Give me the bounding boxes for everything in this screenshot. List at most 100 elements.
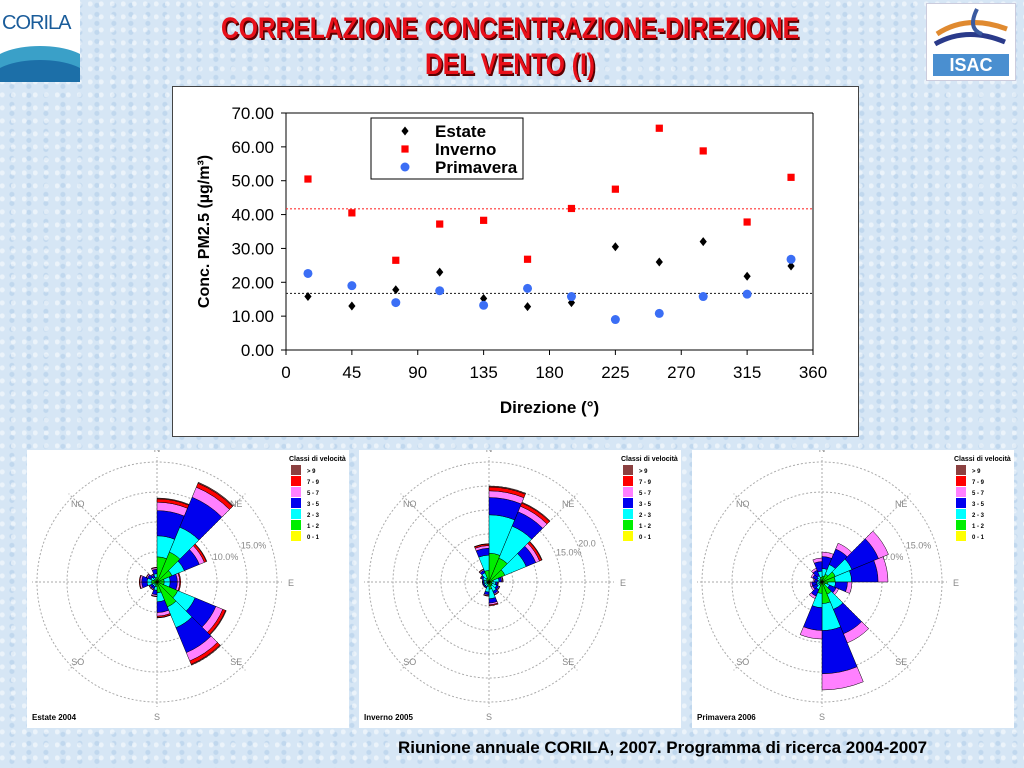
y-tick-label: 60.00 [231,138,274,157]
windrose-sector-segment [864,530,889,559]
legend-box [370,117,524,180]
compass-label: N [154,450,161,454]
data-point-square [401,145,409,153]
legend-label: 7 - 9 [307,480,320,486]
windrose-title: Inverno 2005 [364,713,413,722]
windrose-sector-segment [873,556,889,583]
windrose-spoke [733,581,823,671]
legend-label: 0 - 1 [972,535,985,541]
slide-title-line-2: DEL VENTO (I) [425,48,595,81]
legend-label: 7 - 9 [639,480,652,486]
legend-label: 7 - 9 [972,480,985,486]
x-tick-label: 225 [601,363,629,382]
ring-label: 15.0% [906,541,932,551]
windrose-sector-segment [808,592,817,599]
legend-label: 5 - 7 [307,491,320,497]
y-tick-label: 0.00 [241,341,274,360]
compass-label: E [620,578,626,588]
x-tick-label: 270 [667,363,695,382]
windrose-primavera: NNEESESSOONO10.0%15.0%Primavera 2006Clas… [684,444,1011,722]
legend-swatch [291,465,301,475]
windrose-spoke [400,493,490,583]
y-tick-label: 10.00 [231,307,274,326]
ring-label: 10.0% [213,552,239,562]
windrose-spoke [400,581,490,671]
legend-swatch [623,465,633,475]
y-axis-label: Conc. PM2.5 (µg/m³) [196,155,213,308]
windrose-legend: Classi di velocità > 9 7 - 9 5 - 7 3 - 5 2 - … [621,456,678,541]
legend-label: > 9 [639,469,648,475]
isac-logo: ISAC [926,3,1016,81]
legend-swatch [623,531,633,541]
ring-label: 15.0% [241,541,267,551]
x-tick-label: 180 [535,363,563,382]
data-point-diamond [743,271,751,281]
x-tick-label: 0 [281,363,290,382]
ring-label: 15.0% [556,547,582,557]
compass-label: SO [403,657,416,667]
windrose-spoke [488,581,578,671]
legend-label: 0 - 1 [639,535,652,541]
legend-swatch [956,520,966,530]
legend-label: 1 - 2 [972,524,985,530]
legend-swatch [623,487,633,497]
legend-swatch [956,509,966,519]
compass-label: SE [895,657,907,667]
data-point-diamond [401,126,409,136]
legend-swatch [291,509,301,519]
windrose-sector-segment [150,594,158,598]
windrose-spoke [733,493,823,583]
data-point-diamond [348,301,356,311]
legend-swatch [623,498,633,508]
windrose-sector-segment [799,626,823,640]
pm25-direction-chart: 0.00 10.00 20.00 30.00 40.00 50.00 60.00 70.00 0… [172,86,859,437]
data-point-diamond [655,257,663,267]
compass-label: S [819,712,825,722]
data-point-square [743,218,751,226]
legend-swatch [291,487,301,497]
compass-label: N [819,450,826,454]
y-tick-label: 40.00 [231,206,274,225]
data-point-diamond [611,242,619,252]
windrose-sector-segment [821,666,864,691]
windrose-title: Estate 2004 [32,713,77,722]
data-point-circle [654,308,664,318]
windrose-spoke [68,581,158,671]
windrose-sector-segment [483,594,490,597]
data-point-square [523,255,532,263]
legend-swatch [291,498,301,508]
legend-label-inverno: Inverno [435,140,496,159]
windrose-sector-segment [156,614,172,619]
windrose-sector-segment [138,574,142,583]
windrose-sector-segment [488,602,499,607]
data-point-diamond [480,294,488,304]
y-tick-label: 50.00 [231,172,274,191]
compass-label: S [486,712,492,722]
data-point-circle [698,292,708,302]
data-point-circle [347,281,357,291]
compass-label: NE [230,499,243,509]
compass-label: E [288,578,294,588]
compass-label: NE [562,499,575,509]
windrose-sector-segment [812,557,823,564]
data-point-square [567,204,576,213]
x-tick-label: 45 [342,363,361,382]
compass-label: E [953,578,959,588]
compass-label: NO [736,499,750,509]
data-point-circle [742,289,752,299]
legend-swatch [623,520,633,530]
compass-label: SO [736,657,749,667]
corila-logo-text: CORILA [2,12,71,34]
data-point-circle [435,286,445,296]
legend-swatch [291,476,301,486]
legend-label-estate: Estate [435,122,486,141]
windrose-sector-segment [197,481,234,507]
legend-title: Classi di velocità [621,456,678,463]
x-tick-label: 315 [733,363,761,382]
legend-label: > 9 [972,469,981,475]
legend-label: > 9 [307,469,316,475]
legend-label: 1 - 2 [639,524,652,530]
data-point-diamond [787,261,795,271]
legend-title: Classi di velocità [954,456,1011,463]
